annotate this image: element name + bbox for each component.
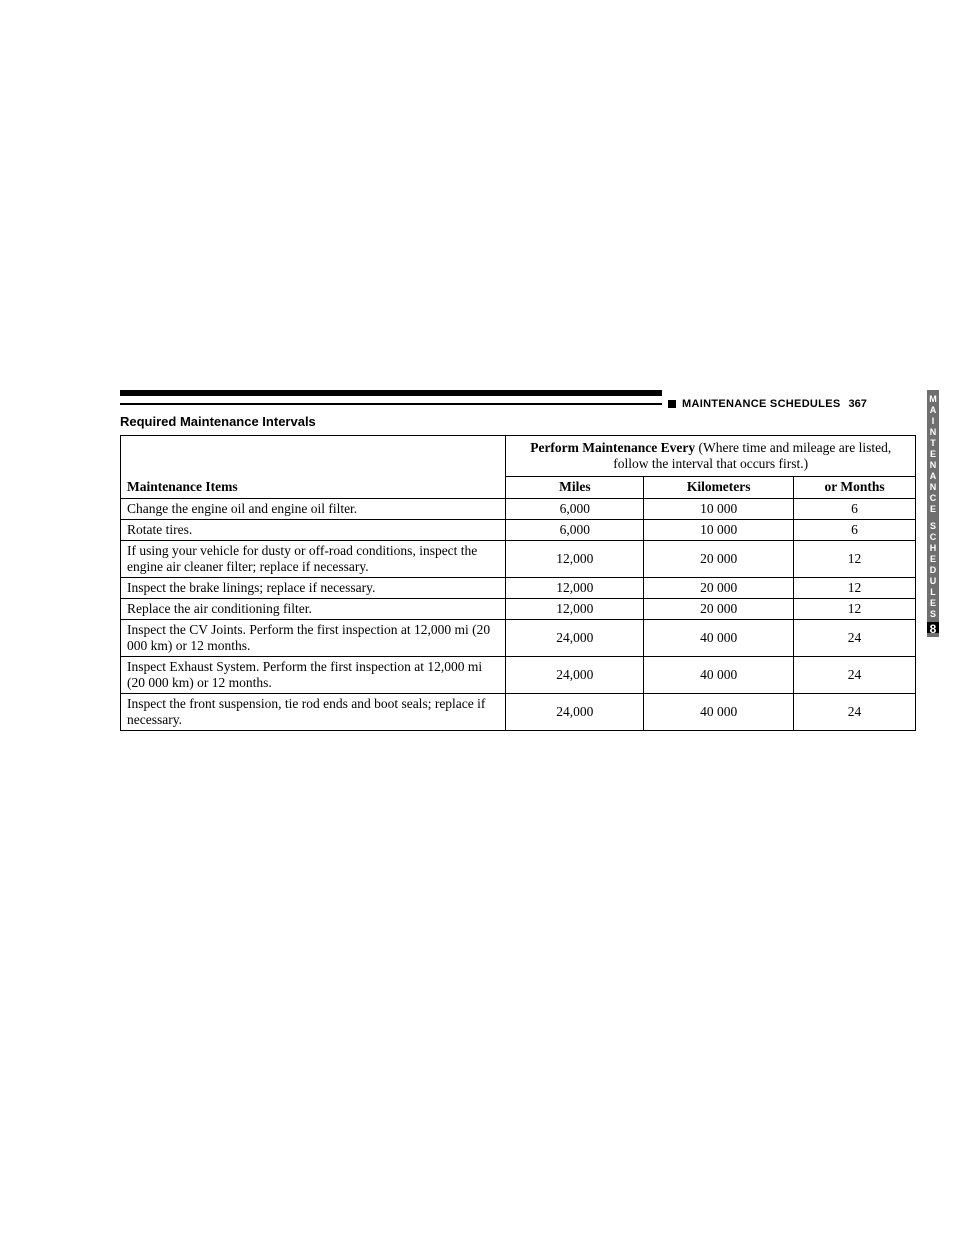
miles-cell: 24,000 [506,620,644,657]
side-tab-letter: N [930,427,937,438]
side-tab-letter: T [930,438,936,449]
miles-cell: 12,000 [506,599,644,620]
km-cell: 20 000 [644,541,794,578]
item-cell: Change the engine oil and engine oil fil… [121,499,506,520]
side-tab-letter: H [930,543,937,554]
col-header-km: Kilometers [644,477,794,499]
side-tab-letter: E [930,504,936,515]
page-header: MAINTENANCE SCHEDULES 367 [120,398,930,410]
table-row: Replace the air conditioning filter. 12,… [121,599,916,620]
km-cell: 10 000 [644,499,794,520]
section-name: MAINTENANCE SCHEDULES [682,398,840,410]
side-tab-letter: E [930,449,936,460]
miles-cell: 24,000 [506,694,644,731]
km-cell: 40 000 [644,620,794,657]
months-cell: 24 [794,694,916,731]
miles-cell: 6,000 [506,499,644,520]
col-header-items: Maintenance Items [121,436,506,499]
side-tab-letter: C [930,493,937,504]
item-cell: Inspect the brake linings; replace if ne… [121,578,506,599]
item-cell: Inspect the CV Joints. Perform the first… [121,620,506,657]
section-heading: Required Maintenance Intervals [120,414,930,429]
side-tab-letter: A [930,405,937,416]
miles-cell: 24,000 [506,657,644,694]
table-row: If using your vehicle for dusty or off-r… [121,541,916,578]
top-header-bold: Perform Maintenance Every [530,440,695,455]
table-row: Inspect the front suspension, tie rod en… [121,694,916,731]
km-cell: 10 000 [644,520,794,541]
item-cell: Rotate tires. [121,520,506,541]
header-rule [120,390,662,396]
km-cell: 40 000 [644,694,794,731]
col-header-miles: Miles [506,477,644,499]
page-number: 367 [848,398,866,410]
months-cell: 6 [794,520,916,541]
table-row: Change the engine oil and engine oil fil… [121,499,916,520]
side-tab-letter: N [930,460,937,471]
months-cell: 24 [794,620,916,657]
col-header-months: or Months [794,477,916,499]
item-cell: Inspect Exhaust System. Perform the firs… [121,657,506,694]
side-tab-letter: U [930,576,937,587]
months-cell: 24 [794,657,916,694]
side-tab-letter: C [930,532,937,543]
side-tab-letter: L [930,587,936,598]
months-cell: 12 [794,578,916,599]
side-tab-chapter: 8 [927,622,939,633]
header-square-icon [668,400,676,408]
table-row: Inspect the brake linings; replace if ne… [121,578,916,599]
maintenance-table: Maintenance Items Perform Maintenance Ev… [120,435,916,731]
miles-cell: 12,000 [506,578,644,599]
months-cell: 12 [794,541,916,578]
side-tab-letter: S [930,609,936,620]
side-tab-letter: D [930,565,937,576]
table-row: Inspect the CV Joints. Perform the first… [121,620,916,657]
side-tab-letter: A [930,471,937,482]
km-cell: 40 000 [644,657,794,694]
side-tab-letter: S [930,521,936,532]
table-row: Inspect Exhaust System. Perform the firs… [121,657,916,694]
header-thin-rule [120,403,662,405]
miles-cell: 12,000 [506,541,644,578]
side-tab-letter: N [930,482,937,493]
months-cell: 12 [794,599,916,620]
km-cell: 20 000 [644,599,794,620]
table-row: Rotate tires. 6,000 10 000 6 [121,520,916,541]
side-tab: M A I N T E N A N C E S C H E D U L E S … [927,390,939,637]
item-cell: Inspect the front suspension, tie rod en… [121,694,506,731]
miles-cell: 6,000 [506,520,644,541]
table-body: Change the engine oil and engine oil fil… [121,499,916,731]
side-tab-letter: I [932,416,935,427]
side-tab-letter: E [930,598,936,609]
side-tab-letter: E [930,554,936,565]
table-top-header: Perform Maintenance Every (Where time an… [506,436,916,477]
item-cell: Replace the air conditioning filter. [121,599,506,620]
km-cell: 20 000 [644,578,794,599]
months-cell: 6 [794,499,916,520]
item-cell: If using your vehicle for dusty or off-r… [121,541,506,578]
side-tab-letter: M [929,394,937,405]
